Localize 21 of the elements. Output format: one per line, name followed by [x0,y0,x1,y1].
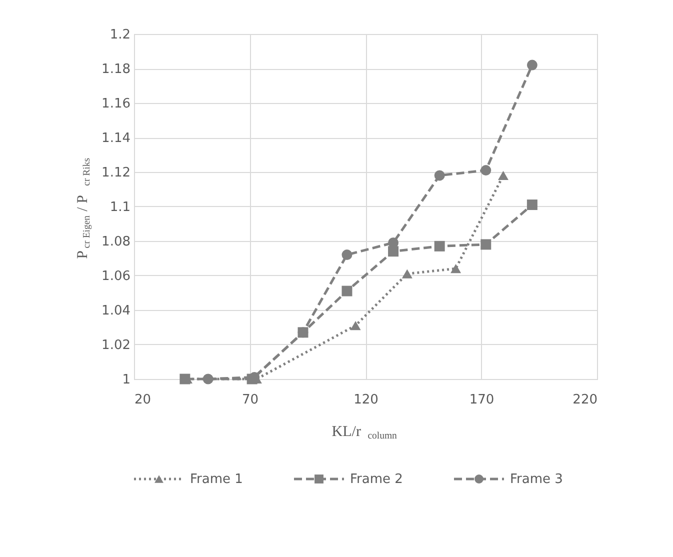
y-tick-label: 1 [122,372,130,388]
x-tick-label: 20 [134,392,152,408]
y-tick-label: 1.18 [102,62,130,77]
y-axis-title: Pcr Eigen / Pcr Riks [75,158,92,259]
x-tick-label: 170 [469,392,494,408]
y-tick-label: 1.2 [110,28,130,42]
legend-label: Frame 1 [190,472,243,487]
legend-label: Frame 3 [510,472,563,487]
y-tick-label: 1.14 [102,131,130,146]
y-tick-label: 1.16 [102,96,130,112]
x-axis-title: KL/r column [332,424,398,442]
x-tick-label: 220 [572,392,598,408]
y-tick-label: 1.06 [102,269,130,284]
x-tick-label: 70 [242,392,259,408]
y-tick-label: 1.1 [110,200,130,215]
y-tick-label: 1.02 [102,338,130,353]
legend-label: Frame 2 [350,472,403,487]
x-tick-label: 120 [354,392,378,408]
y-tick-label: 1.04 [102,304,130,318]
y-tick-label: 1.08 [102,234,130,250]
y-tick-label: 1.12 [102,166,130,180]
